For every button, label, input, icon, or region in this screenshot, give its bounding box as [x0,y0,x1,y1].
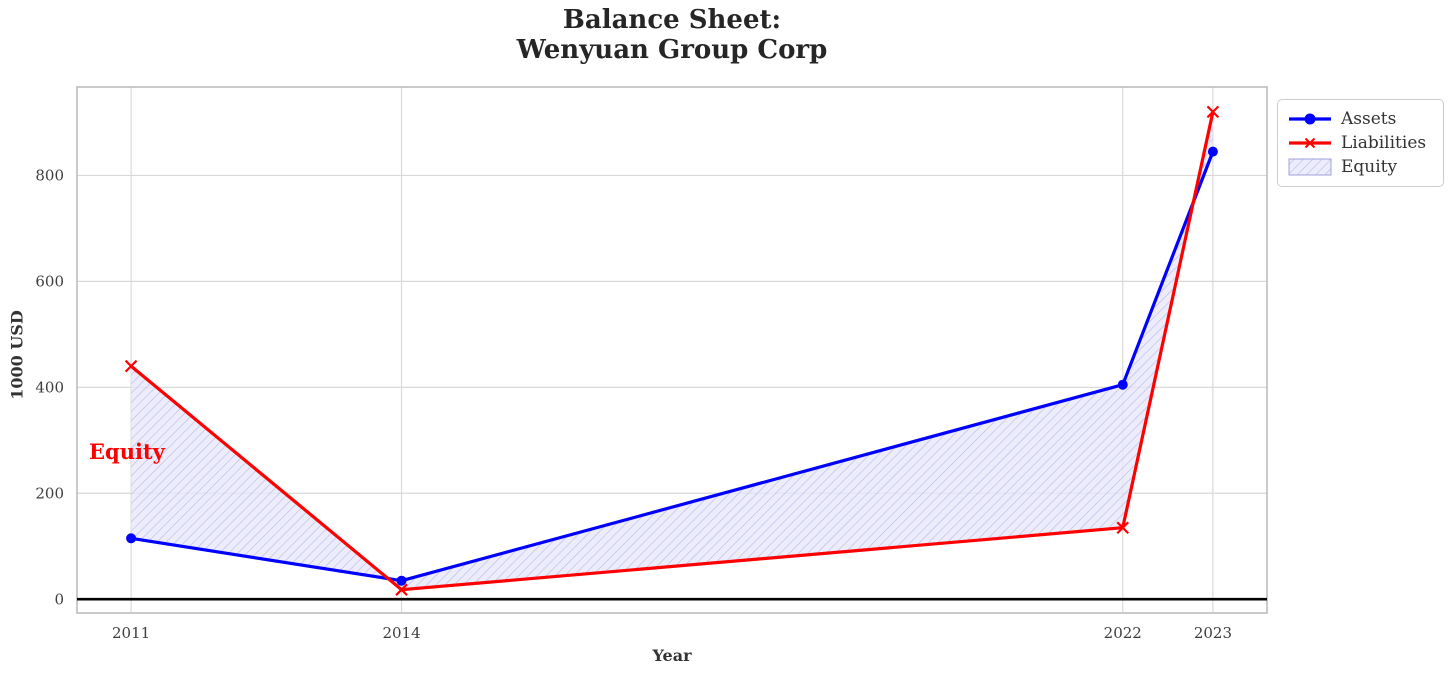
equity-hatch-swatch-icon [1288,158,1332,176]
fill-layer [131,111,1213,590]
legend-label-equity: Equity [1341,157,1398,177]
assets-point-marker [126,533,137,544]
legend-item-liabilities: Liabilities [1287,131,1435,155]
legend-label-assets: Assets [1341,109,1397,129]
liabilities-point-marker [1116,521,1130,534]
tick-label-layer: 0 200 400 600 800 2011 2014 2022 2023 [35,167,1232,642]
chart-title-line1: Balance Sheet: [562,5,782,35]
y-axis-label: 1000 USD [7,310,27,400]
assets-point-marker [1207,146,1218,157]
y-tick-label: 400 [35,379,64,397]
x-axis-label: Year [652,646,692,665]
equity-annotation: Equity [89,439,165,464]
x-tick-label: 2014 [382,624,420,642]
y-tick-label: 600 [35,273,64,291]
x-tick-label: 2011 [112,624,150,642]
chart-title: Balance Sheet: Wenyuan Group Corp [517,5,828,65]
x-tick-label: 2022 [1104,624,1142,642]
legend-item-equity: Equity [1287,155,1435,179]
y-tick-label: 200 [35,485,64,503]
liabilities-point-marker [1206,105,1220,119]
liabilities-line-x-icon [1289,137,1331,149]
y-tick-label: 800 [35,167,64,185]
chart-title-line2: Wenyuan Group Corp [516,35,828,65]
equity-fill-area [131,111,1213,590]
assets-line [130,151,1215,583]
assets-point-marker [1117,379,1128,390]
liabilities-point-marker [395,583,408,596]
legend-item-assets: Assets [1287,107,1435,131]
liabilities-line [130,111,1215,592]
line-layer [77,111,1267,601]
plot-border [76,86,1268,614]
y-tick-label: 0 [54,590,64,608]
liabilities-point-marker [124,359,138,373]
legend: Assets Liabilities Equity [1277,99,1444,187]
marker-layer [124,105,1220,596]
assets-line-circle-icon [1289,113,1331,125]
legend-label-liabilities: Liabilities [1341,133,1427,153]
assets-point-marker [396,575,407,586]
x-tick-label: 2023 [1194,624,1232,642]
